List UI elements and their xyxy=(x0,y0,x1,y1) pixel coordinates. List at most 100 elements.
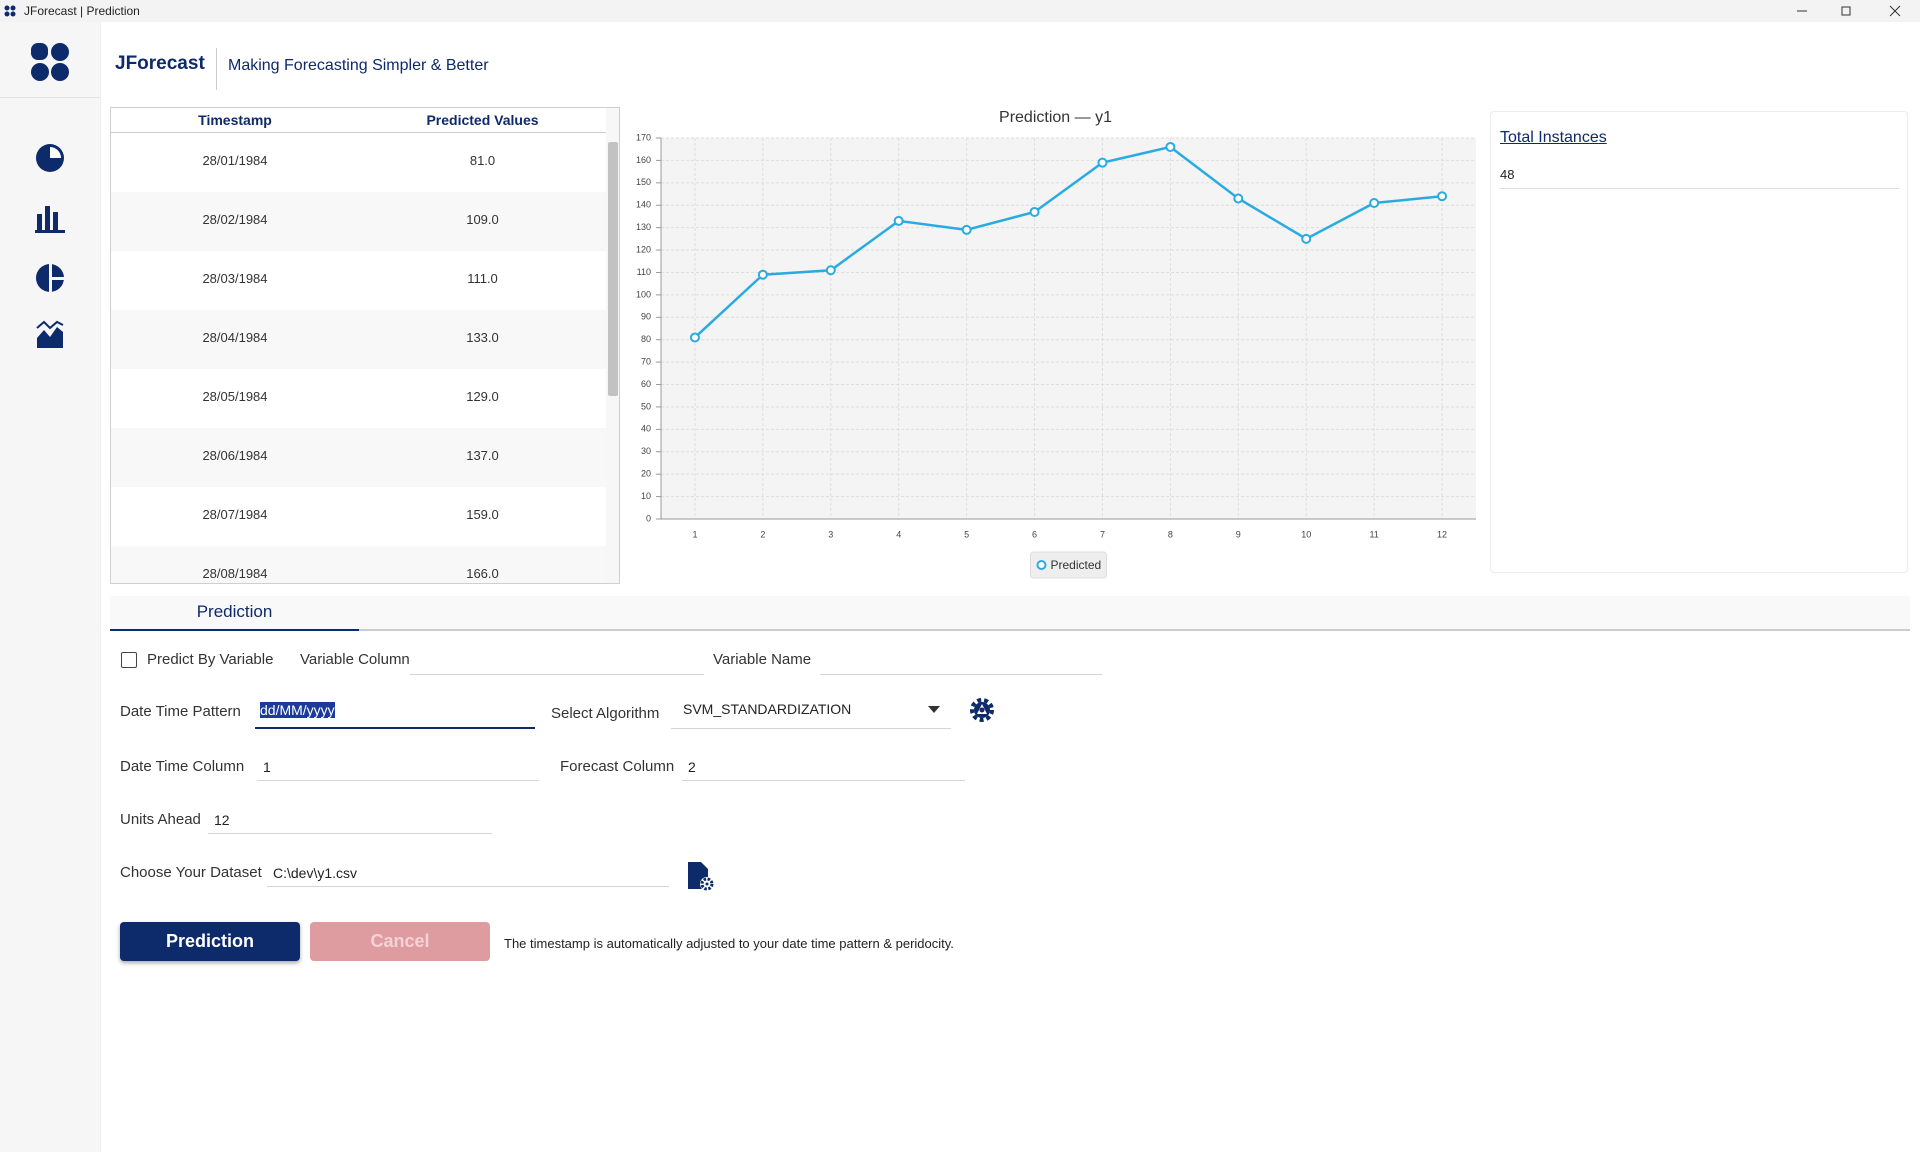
line-series xyxy=(694,145,1443,339)
table-cell: 28/06/1984 xyxy=(202,448,268,463)
pie-icon[interactable] xyxy=(34,142,66,174)
table-body: 28/01/1984 81.0 28/02/1984 109.0 28/03/1984 1… xyxy=(111,133,606,583)
window-controls[interactable] xyxy=(1790,0,1920,22)
data-point xyxy=(1029,206,1040,217)
logo[interactable] xyxy=(30,42,70,82)
area-icon[interactable] xyxy=(34,320,66,352)
scrollbar[interactable] xyxy=(606,108,619,583)
tab-bar: Prediction xyxy=(110,596,1910,631)
x-tick-label: 12 xyxy=(1437,529,1447,539)
table-cell: 28/08/1984 xyxy=(202,566,268,581)
data-point xyxy=(961,224,972,235)
checkbox[interactable] xyxy=(121,652,137,668)
x-tick-label: 1 xyxy=(692,529,697,539)
combo-box[interactable]: SVM_STANDARDIZATION xyxy=(671,701,951,729)
table-row[interactable]: 28/07/1984 159.0 xyxy=(111,487,606,547)
note: The timestamp is automatically adjusted … xyxy=(504,936,954,951)
y-tick-label: 120 xyxy=(636,244,651,254)
y-tick-label: 70 xyxy=(641,356,651,366)
label: Date Time Pattern xyxy=(120,703,241,720)
y-tick-label: 90 xyxy=(641,312,651,322)
y-tick-label: 50 xyxy=(641,401,651,411)
stats-panel: Total Instances 48 xyxy=(1490,111,1908,573)
y-tick-label: 100 xyxy=(636,289,651,299)
y-tick-label: 130 xyxy=(636,222,651,232)
table-row[interactable]: 28/05/1984 129.0 xyxy=(111,369,606,429)
table-row[interactable]: 28/03/1984 111.0 xyxy=(111,251,606,311)
table-cell: 81.0 xyxy=(469,153,496,168)
sidebar xyxy=(0,22,101,1152)
selected-text: dd/MM/yyyy xyxy=(260,702,335,718)
tab[interactable]: Prediction xyxy=(110,596,359,631)
data-point xyxy=(825,265,836,276)
y-tick-label: 140 xyxy=(636,200,651,210)
label: Forecast Column xyxy=(560,758,675,775)
text-field[interactable]: 12 xyxy=(208,812,492,834)
app-icon xyxy=(4,5,16,17)
y-tick-label: 30 xyxy=(641,446,651,456)
scroll-thumb[interactable] xyxy=(608,142,618,396)
x-tick-label: 2 xyxy=(760,529,765,539)
data-point xyxy=(1097,157,1108,168)
table-row[interactable]: 28/01/1984 81.0 xyxy=(111,133,606,193)
table-cell: 137.0 xyxy=(466,448,499,463)
file-settings-icon[interactable] xyxy=(686,861,716,893)
text-field[interactable]: dd/MM/yyyy xyxy=(255,702,535,729)
text-field[interactable] xyxy=(410,655,704,675)
data-point xyxy=(893,215,904,226)
y-tick-label: 40 xyxy=(641,424,651,434)
table-cell: 28/02/1984 xyxy=(202,212,268,227)
label: Choose Your Dataset xyxy=(120,864,262,881)
x-tick-label: 5 xyxy=(964,529,969,539)
table-row[interactable]: 28/04/1984 133.0 xyxy=(111,310,606,370)
predict-button[interactable]: Prediction xyxy=(120,922,300,961)
prediction-table: Timestamp Predicted Values 28/01/1984 81.… xyxy=(110,107,620,584)
table-cell: 166.0 xyxy=(466,566,499,581)
settings-icon[interactable] xyxy=(968,696,996,724)
column-header[interactable]: Timestamp xyxy=(111,108,360,133)
label: Select Algorithm xyxy=(551,705,660,722)
text-field[interactable] xyxy=(820,655,1102,675)
stat-label[interactable]: Total Instances xyxy=(1500,129,1607,146)
app-name: JForecast xyxy=(115,53,205,74)
x-tick-label: 6 xyxy=(1032,529,1037,539)
y-tick-label: 170 xyxy=(636,132,651,142)
label: Date Time Column xyxy=(120,758,245,775)
chart-title: Prediction — y1 xyxy=(999,109,1112,126)
legend-label: Predicted xyxy=(1051,558,1102,572)
cancel-button[interactable]: Cancel xyxy=(310,922,490,961)
table-cell: 28/07/1984 xyxy=(202,507,268,522)
data-point xyxy=(1301,233,1312,244)
y-tick-label: 10 xyxy=(641,491,651,501)
text-field[interactable]: C:\dev\y1.csv xyxy=(267,865,669,887)
text-field[interactable]: 2 xyxy=(682,759,965,781)
table-row[interactable]: 28/02/1984 109.0 xyxy=(111,192,606,252)
legend-box xyxy=(1030,551,1107,579)
donut-icon[interactable] xyxy=(34,262,66,294)
bar-icon[interactable] xyxy=(34,202,66,234)
table-cell: 133.0 xyxy=(466,330,499,345)
divider xyxy=(216,48,217,90)
label: Predict By Variable xyxy=(147,651,274,668)
dropdown-arrow xyxy=(928,706,940,713)
table-row[interactable]: 28/08/1984 166.0 xyxy=(111,546,606,583)
table-cell: 28/04/1984 xyxy=(202,330,268,345)
text-field[interactable]: 1 xyxy=(257,759,539,781)
data-point xyxy=(1165,141,1176,152)
y-tick-label: 110 xyxy=(637,267,651,277)
legend-marker xyxy=(1036,560,1047,570)
data-point xyxy=(1437,191,1448,202)
label: Variable Column xyxy=(300,651,410,668)
y-tick-label: 150 xyxy=(636,177,651,187)
table-cell: 28/05/1984 xyxy=(202,389,268,404)
x-tick-label: 7 xyxy=(1100,529,1105,539)
label: Variable Name xyxy=(713,651,812,668)
table-cell: 111.0 xyxy=(467,271,498,286)
label: Units Ahead xyxy=(120,811,201,828)
column-header[interactable]: Predicted Values xyxy=(359,108,606,133)
data-point xyxy=(1369,197,1380,208)
table-row[interactable]: 28/06/1984 137.0 xyxy=(111,428,606,488)
x-tick-label: 8 xyxy=(1168,529,1173,539)
table-cell: 129.0 xyxy=(466,389,499,404)
table-cell: 109.0 xyxy=(466,212,499,227)
